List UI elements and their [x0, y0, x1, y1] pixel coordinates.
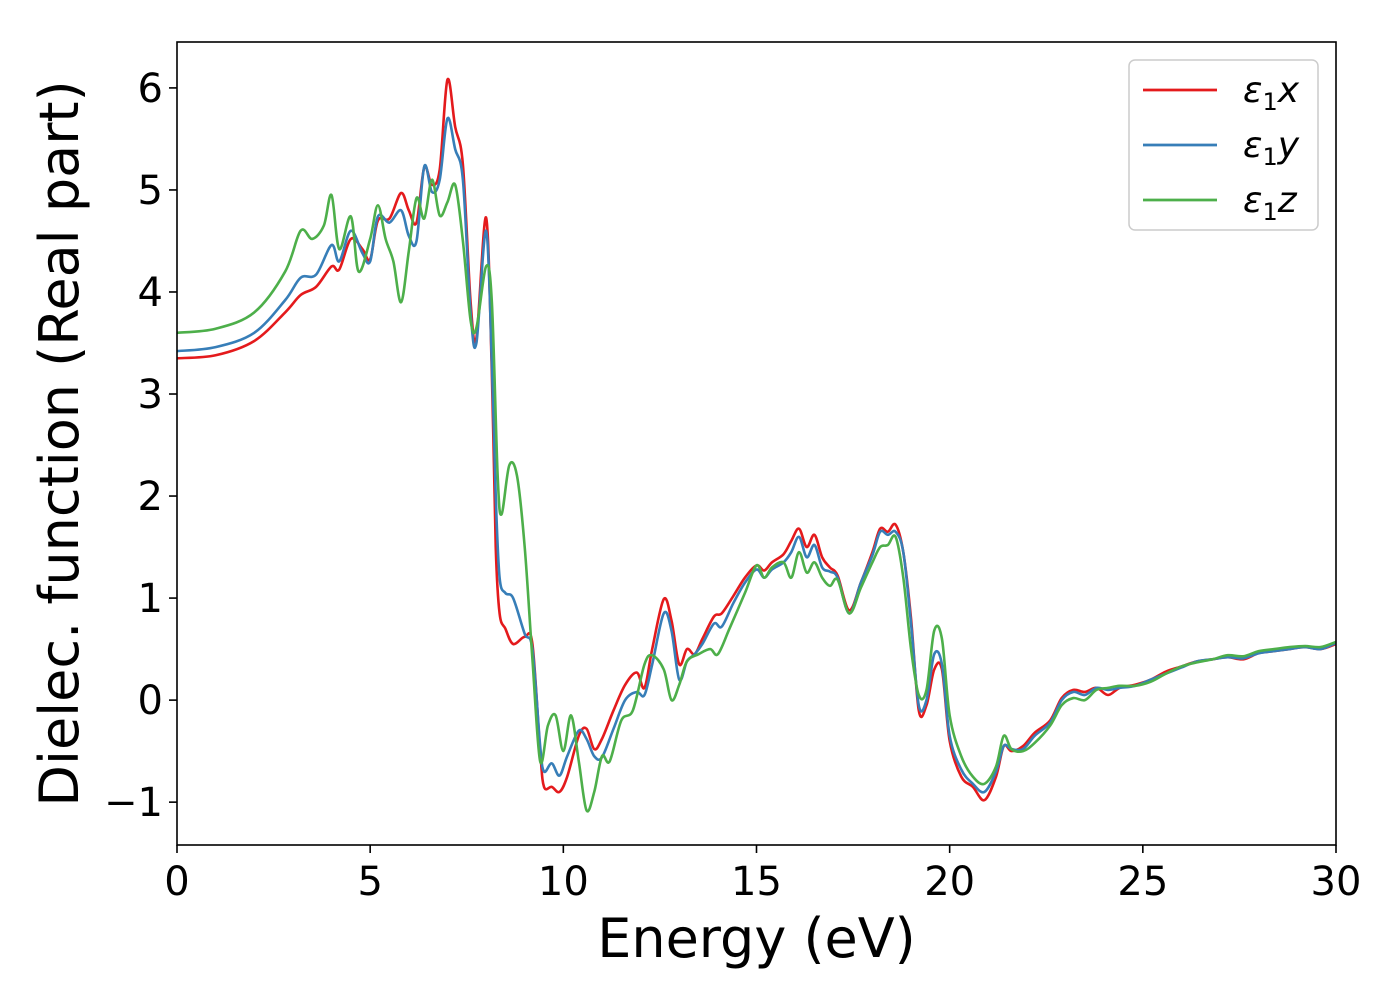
y-tick-label: 6 — [138, 66, 163, 112]
legend-label-suffix: y — [1277, 125, 1300, 166]
x-tick-label: 25 — [1117, 859, 1168, 905]
x-axis-label: Energy (eV) — [597, 907, 916, 970]
y-tick-label: 3 — [138, 372, 163, 418]
legend-label-suffix: z — [1277, 180, 1298, 221]
x-tick-label: 20 — [924, 859, 975, 905]
series-line-x — [177, 77, 1336, 802]
legend-label-subscript: 1 — [1262, 88, 1277, 116]
y-axis-label: Dielec. function (Real part) — [28, 80, 91, 806]
legend-label-subscript: 1 — [1262, 198, 1277, 226]
y-tick-label: 2 — [138, 474, 163, 520]
legend-label-symbol: ε — [1243, 125, 1262, 166]
y-tick-label: 1 — [138, 576, 163, 622]
y-tick-label: −1 — [104, 780, 163, 826]
series-layer — [177, 77, 1336, 813]
legend-label-y: ε1y — [1243, 125, 1300, 171]
y-axis-ticks: −1 0 1 2 3 4 5 6 — [104, 66, 177, 826]
y-tick-label: 4 — [138, 270, 163, 316]
series-line-y — [177, 116, 1336, 794]
legend-label-symbol: ε — [1243, 180, 1262, 221]
y-tick-label: 5 — [138, 168, 163, 214]
x-tick-label: 30 — [1311, 859, 1362, 905]
x-tick-label: 10 — [538, 859, 589, 905]
x-axis-ticks: 0 5 10 15 20 25 30 — [164, 845, 1361, 905]
legend-label-subscript: 1 — [1262, 143, 1277, 171]
legend-label-x: ε1x — [1243, 70, 1300, 116]
x-tick-label: 5 — [357, 859, 382, 905]
legend-label-z: ε1z — [1243, 180, 1298, 226]
y-tick-label: 0 — [138, 678, 163, 724]
x-tick-label: 15 — [731, 859, 782, 905]
legend-box — [1128, 59, 1319, 231]
legend-label-symbol: ε — [1243, 70, 1262, 111]
legend-label-suffix: x — [1277, 70, 1300, 111]
x-tick-label: 0 — [164, 859, 189, 905]
series-line-z — [177, 178, 1336, 813]
